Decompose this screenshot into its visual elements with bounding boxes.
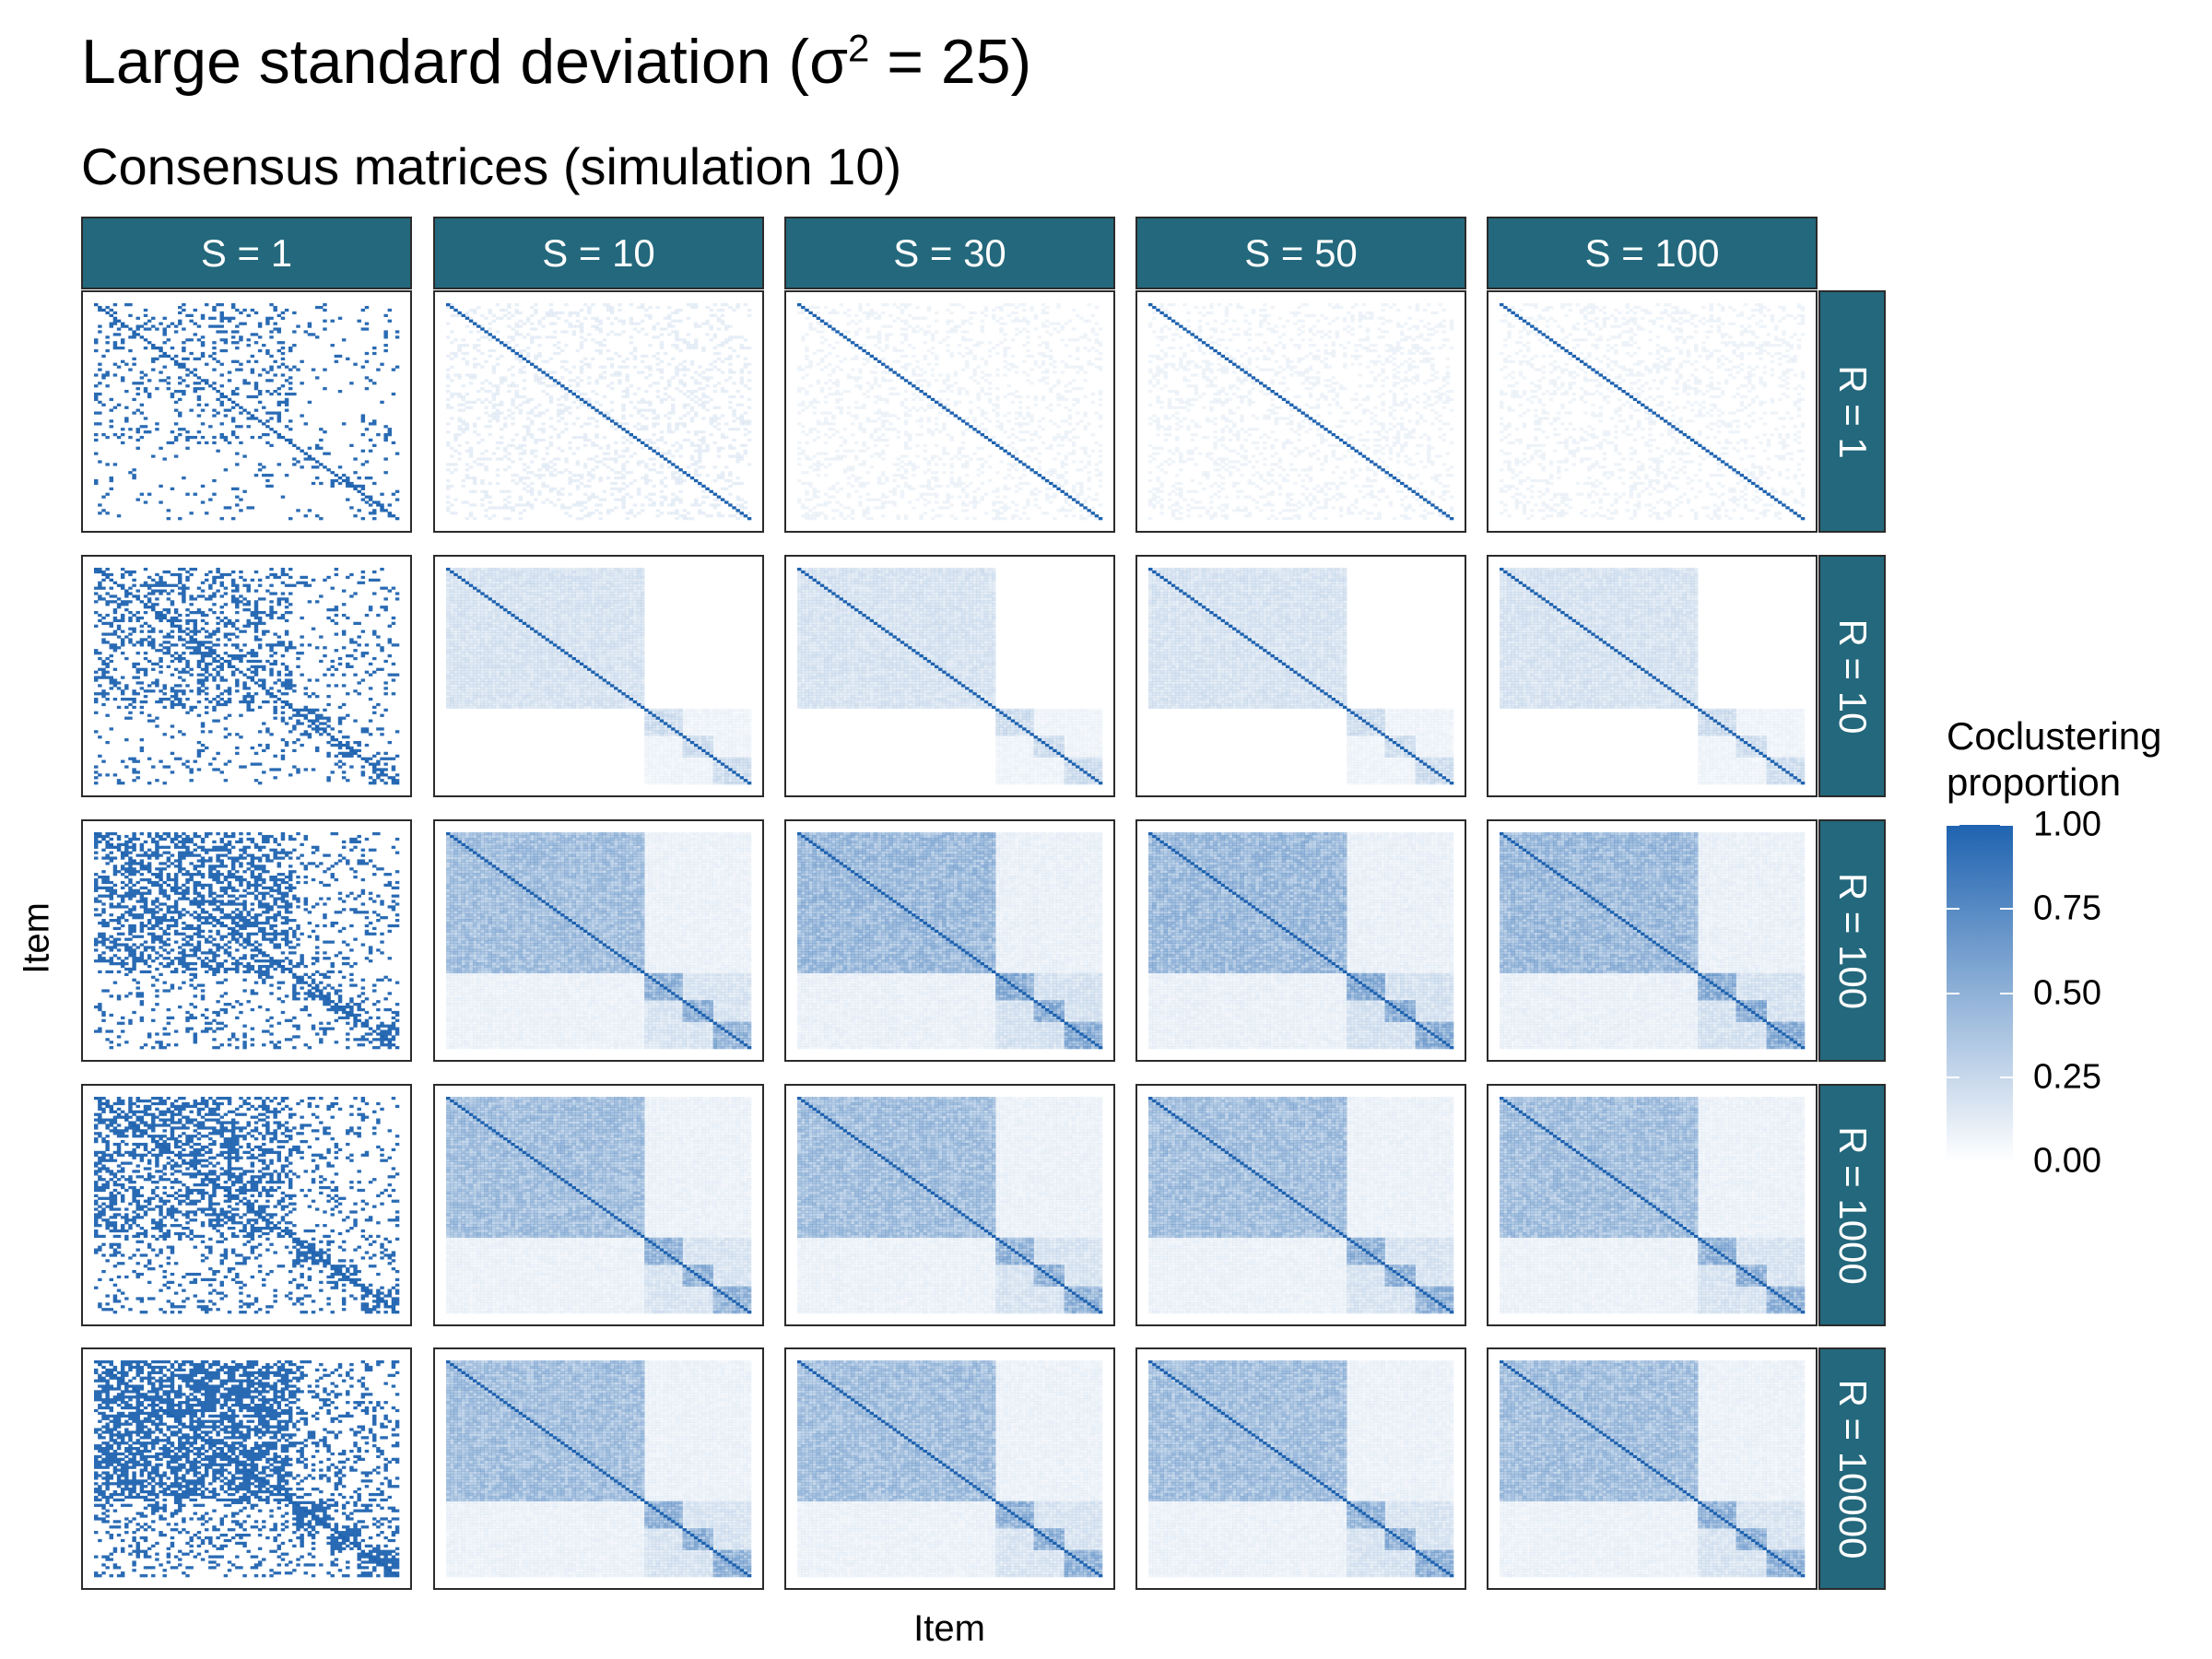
facet-strip-col: S = 1 [81, 217, 412, 289]
heatmap-svg [435, 821, 762, 1060]
heatmap-panel [81, 555, 412, 797]
legend-tick-mark [1947, 993, 1959, 994]
legend-title: Coclustering proportion [1947, 713, 2161, 806]
heatmap-panel [433, 819, 764, 1062]
heatmap-svg [1137, 1349, 1465, 1588]
facet-strip-col: S = 30 [784, 217, 1115, 289]
heatmap-panel [433, 290, 764, 533]
facet-strip-row: R = 1000 [1818, 1084, 1886, 1326]
facet-strip-col: S = 50 [1135, 217, 1466, 289]
heatmap-svg [1488, 292, 1816, 531]
facet-strip-row: R = 100 [1818, 819, 1886, 1062]
heatmap-panel [81, 1347, 412, 1590]
heatmap-svg [435, 1349, 762, 1588]
heatmap-svg [83, 292, 410, 531]
y-axis-label: Item [17, 902, 58, 974]
legend-tick-mark [2000, 824, 2013, 826]
legend-tick-label: 0.50 [2033, 973, 2101, 1013]
heatmap-svg [786, 292, 1113, 531]
heatmap-panel [1135, 555, 1466, 797]
facet-strip-row: R = 10000 [1818, 1347, 1886, 1590]
heatmap-panel [1487, 819, 1818, 1062]
heatmap-panel [433, 1084, 764, 1326]
heatmap-svg [1137, 821, 1465, 1060]
legend-tick-mark [1947, 824, 1959, 826]
facet-strip-row: R = 10 [1818, 555, 1886, 797]
heatmap-panel [1135, 1084, 1466, 1326]
legend-tick-label: 0.25 [2033, 1057, 2101, 1097]
heatmap-svg [435, 1086, 762, 1324]
chart-subtitle: Consensus matrices (simulation 10) [81, 136, 901, 196]
heatmap-panel [433, 555, 764, 797]
heatmap-svg [1137, 557, 1465, 795]
heatmap-panel [1487, 555, 1818, 797]
heatmap-svg [1137, 1086, 1465, 1324]
legend-tick-label: 1.00 [2033, 806, 2101, 845]
heatmap-svg [786, 821, 1113, 1060]
heatmap-panel [1487, 290, 1818, 533]
heatmap-panel [1487, 1084, 1818, 1326]
heatmap-panel [81, 290, 412, 533]
heatmap-svg [786, 557, 1113, 795]
heatmap-svg [435, 292, 762, 531]
facet-strip-row: R = 1 [1818, 290, 1886, 533]
heatmap-panel [1135, 1347, 1466, 1590]
x-axis-label: Item [913, 1608, 985, 1650]
heatmap-panel [1135, 290, 1466, 533]
heatmap-svg [83, 821, 410, 1060]
heatmap-svg [786, 1349, 1113, 1588]
heatmap-svg [786, 1086, 1113, 1324]
heatmap-svg [1488, 557, 1816, 795]
legend-tick-mark [2000, 1160, 2013, 1162]
legend-tick-mark [1947, 1160, 1959, 1162]
facet-strip-col: S = 100 [1487, 217, 1818, 289]
heatmap-svg [83, 1086, 410, 1324]
facet-strip-col: S = 10 [433, 217, 764, 289]
heatmap-panel [1487, 1347, 1818, 1590]
legend-tick-mark [2000, 993, 2013, 994]
legend-tick-mark [1947, 908, 1959, 910]
legend-tick-label: 0.75 [2033, 889, 2101, 929]
legend-tick-label: 0.00 [2033, 1142, 2101, 1182]
legend-tick-mark [1947, 1077, 1959, 1078]
legend-tick-mark [2000, 908, 2013, 910]
legend-tick-mark [2000, 1077, 2013, 1078]
heatmap-panel [784, 555, 1115, 797]
heatmap-svg [83, 1349, 410, 1588]
heatmap-svg [435, 557, 762, 795]
heatmap-panel [1135, 819, 1466, 1062]
heatmap-svg [1488, 821, 1816, 1060]
heatmap-panel [784, 1347, 1115, 1590]
heatmap-svg [83, 557, 410, 795]
chart-title: Large standard deviation (σ2 = 25) [81, 26, 1031, 98]
heatmap-svg [1488, 1349, 1816, 1588]
heatmap-svg [1137, 292, 1465, 531]
heatmap-panel [784, 1084, 1115, 1326]
heatmap-panel [784, 290, 1115, 533]
heatmap-panel [81, 1084, 412, 1326]
heatmap-panel [784, 819, 1115, 1062]
heatmap-panel [81, 819, 412, 1062]
heatmap-panel [433, 1347, 764, 1590]
heatmap-svg [1488, 1086, 1816, 1324]
